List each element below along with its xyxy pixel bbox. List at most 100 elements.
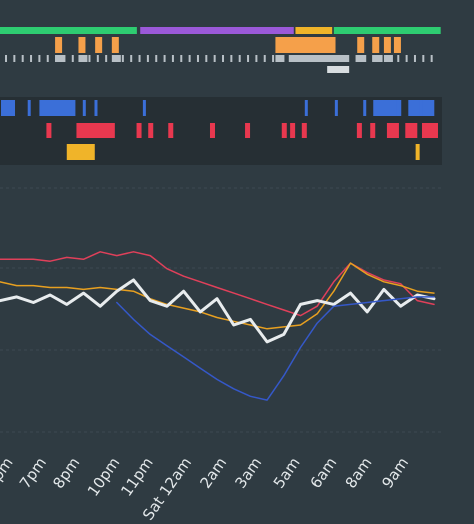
grey-tick — [196, 55, 199, 62]
x-tick-label: 8pm — [49, 454, 83, 492]
red-events-row — [46, 123, 438, 138]
orange-event-block — [293, 37, 301, 53]
grey-block — [290, 55, 349, 62]
blue-event-block — [27, 100, 31, 116]
red-event-block — [405, 123, 418, 138]
grey-tick — [5, 55, 8, 62]
red-event-block — [356, 123, 362, 138]
grey-tick — [230, 55, 233, 62]
red-event-block — [290, 123, 296, 138]
orange-event-block — [55, 37, 63, 53]
x-tick-label: 6am — [307, 454, 341, 492]
x-tick-label: 8am — [342, 454, 376, 492]
blue-event-block — [94, 100, 98, 116]
grey-tick — [88, 55, 91, 62]
red-event-block — [109, 123, 115, 138]
grey-tick — [13, 55, 16, 62]
grey-tick — [397, 55, 400, 62]
x-tick-label: 9am — [378, 454, 412, 492]
orange-event-block — [383, 37, 391, 53]
grey-tick — [71, 55, 74, 62]
grey-tick — [205, 55, 208, 62]
orange-events-row — [55, 37, 401, 53]
gold-event-block — [66, 144, 95, 160]
grey-tick — [422, 55, 425, 62]
orange-event-block — [357, 37, 365, 53]
blue-event-block — [373, 100, 402, 116]
grey-tick — [38, 55, 41, 62]
grey-tick — [21, 55, 24, 62]
grey-tick — [263, 55, 266, 62]
red-event-block — [421, 123, 438, 138]
orange-event-block — [111, 37, 119, 53]
grey-tick — [213, 55, 216, 62]
grey-tick — [46, 55, 49, 62]
grey-block — [327, 66, 350, 73]
red-event-block — [168, 123, 174, 138]
grey-tick — [272, 55, 275, 62]
grey-tick — [405, 55, 408, 62]
series-line-red — [0, 251, 435, 317]
grey-block — [55, 55, 65, 62]
grey-tick — [430, 55, 433, 62]
grey-tick — [255, 55, 258, 62]
red-event-block — [136, 123, 142, 138]
phase-segment — [295, 27, 333, 34]
x-tick-label: 7pm — [16, 454, 50, 492]
red-event-block — [89, 123, 95, 138]
blue-event-block — [142, 100, 146, 116]
grey-tick — [121, 55, 124, 62]
orange-event-block — [372, 37, 380, 53]
blue-event-block — [419, 100, 423, 116]
grey-tick — [288, 55, 291, 62]
grey-block — [275, 55, 285, 62]
grey-tick — [163, 55, 166, 62]
blue-event-block — [304, 100, 308, 116]
grey-tick — [180, 55, 183, 62]
grey-tick — [63, 55, 66, 62]
x-tick-label: 5am — [270, 454, 304, 492]
blue-event-block — [1, 100, 16, 116]
gold-event-block — [415, 144, 420, 160]
grey-tick — [30, 55, 33, 62]
gridlines — [0, 187, 442, 433]
x-tick-label: 11pm — [117, 454, 157, 500]
grey-tick — [238, 55, 241, 62]
orange-event-block — [323, 37, 331, 53]
series-line-blue — [116, 296, 435, 401]
red-event-block — [148, 123, 154, 138]
red-event-block — [386, 123, 399, 138]
blue-event-block — [82, 100, 86, 116]
blue-event-block — [334, 100, 338, 116]
red-event-block — [46, 123, 52, 138]
phase-segment — [140, 27, 294, 34]
red-event-block — [209, 123, 215, 138]
grey-tick — [96, 55, 99, 62]
phase-bar — [0, 27, 441, 34]
blue-event-block — [396, 100, 400, 116]
series-line-white — [0, 278, 436, 344]
orange-event-block — [95, 37, 103, 53]
grey-block — [357, 55, 367, 62]
grey-block — [383, 55, 393, 62]
blue-events-row — [1, 100, 435, 116]
series-lines — [0, 251, 436, 401]
orange-event-block — [303, 37, 311, 53]
grey-tick — [355, 55, 358, 62]
x-tick-label: 6pm — [0, 454, 17, 492]
grey-block — [111, 55, 121, 62]
phase-segment — [333, 27, 441, 34]
grey-tick — [247, 55, 250, 62]
grey-block — [372, 55, 382, 62]
red-event-block — [281, 123, 287, 138]
orange-event-block — [78, 37, 86, 53]
x-tick-label: 10pm — [84, 454, 124, 500]
red-event-block — [370, 123, 376, 138]
orange-event-block — [313, 37, 321, 53]
orange-event-block — [393, 37, 401, 53]
series-line-orange — [0, 262, 435, 330]
grey-tick — [138, 55, 141, 62]
